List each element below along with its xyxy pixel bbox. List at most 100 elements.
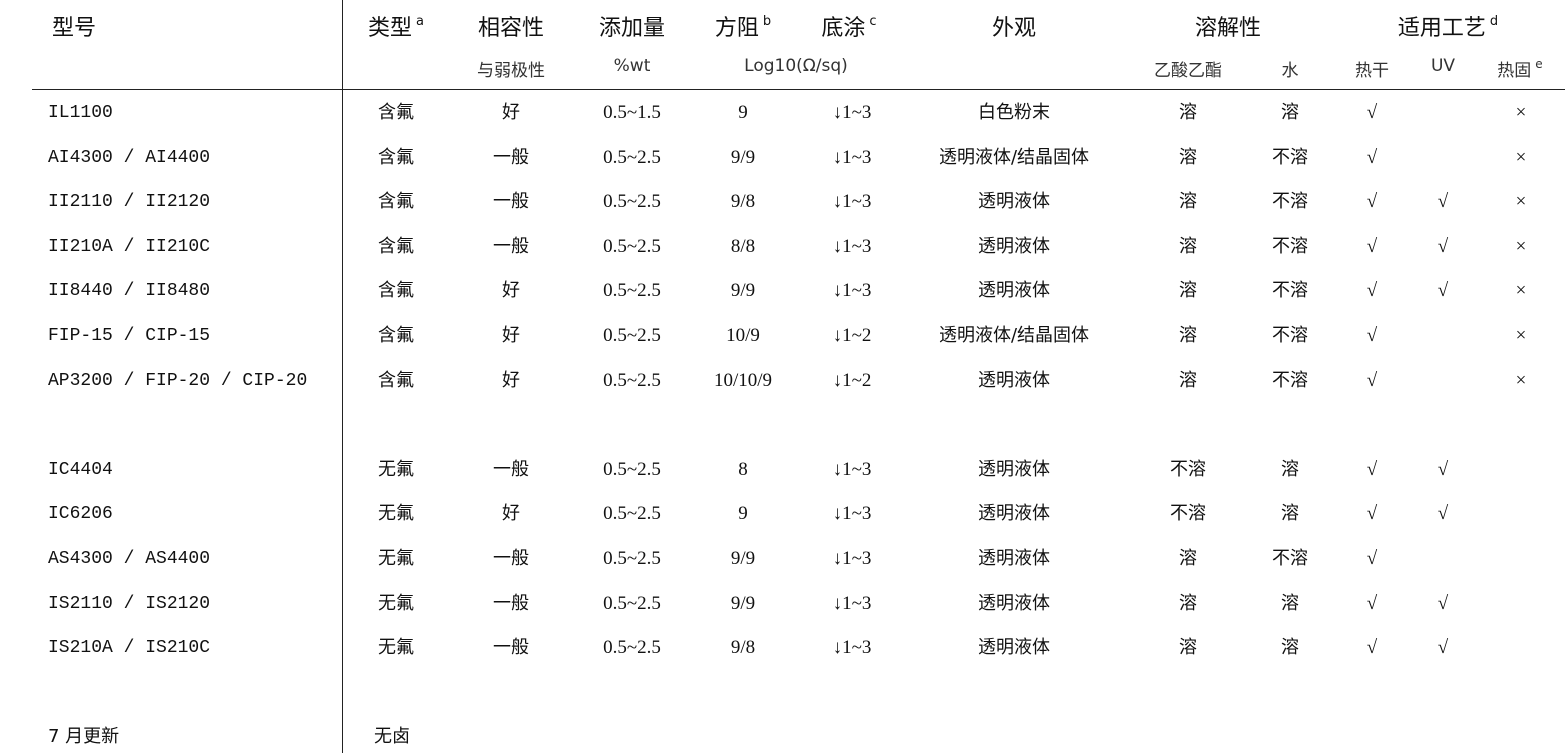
cell-base: ↓1~3 bbox=[832, 191, 872, 213]
cell-hotdry: √ bbox=[1366, 548, 1378, 569]
cell-type: 无氟 bbox=[378, 458, 414, 480]
cell-res: 9 bbox=[738, 503, 748, 525]
table-row: II2110 / II2120 含氟 一般 0.5~2.5 9/8 ↓1~3 透明液体 溶 不溶… bbox=[0, 187, 1565, 217]
cell-compat: 一般 bbox=[493, 592, 529, 614]
header-sol-ethyl: 乙酸乙酯 bbox=[1154, 61, 1222, 81]
cell-res: 8/8 bbox=[730, 235, 756, 257]
cell-model: IS2110 / IS2120 bbox=[48, 593, 211, 614]
cell-dosage: 0.5~2.5 bbox=[603, 369, 661, 391]
cell-water: 不溶 bbox=[1272, 191, 1308, 213]
cell-res: 10/10/9 bbox=[713, 369, 773, 391]
cell-dosage: 0.5~2.5 bbox=[603, 146, 661, 168]
cell-base: ↓1~2 bbox=[832, 325, 872, 346]
header-resistance-sub: Log10(Ω/sq) bbox=[744, 56, 848, 76]
cell-hotdry: √ bbox=[1366, 146, 1378, 168]
cell-appearance: 透明液体 bbox=[978, 369, 1050, 391]
cell-ethyl: 溶 bbox=[1179, 146, 1197, 168]
footnote-e: e bbox=[1535, 57, 1543, 71]
header-solubility: 溶解性 bbox=[1194, 16, 1262, 41]
header-type-label: 类型 bbox=[368, 16, 413, 41]
cell-type: 无氟 bbox=[378, 503, 414, 525]
cell-compat: 好 bbox=[502, 369, 520, 391]
table-row: IC6206 无氟 好 0.5~2.5 9 ↓1~3 透明液体 不溶 溶 √ √ bbox=[0, 499, 1565, 529]
cell-hotdry: √ bbox=[1366, 369, 1378, 391]
cell-hotcure: × bbox=[1515, 191, 1527, 213]
cell-type: 含氟 bbox=[378, 369, 414, 391]
cell-type: 无氟 bbox=[378, 637, 414, 659]
cell-model: IS210A / IS210C bbox=[48, 638, 211, 659]
cell-res: 9/9 bbox=[730, 548, 756, 569]
header-compat: 相容性 bbox=[477, 16, 545, 41]
cell-compat: 一般 bbox=[493, 548, 529, 569]
cell-model: FIP-15 / CIP-15 bbox=[48, 326, 211, 346]
cell-dosage: 0.5~2.5 bbox=[603, 325, 661, 346]
header-model: 型号 bbox=[51, 16, 97, 41]
cell-res: 9 bbox=[738, 102, 748, 123]
cell-uv: √ bbox=[1437, 280, 1449, 302]
header-type: 类型 a bbox=[368, 10, 424, 42]
header-process: 适用工艺 d bbox=[1398, 10, 1498, 42]
footnote-c: c bbox=[869, 14, 877, 29]
cell-appearance: 透明液体/结晶固体 bbox=[938, 146, 1090, 168]
cell-dosage: 0.5~2.5 bbox=[603, 592, 661, 614]
header-proc-hotcure-label: 热固 bbox=[1497, 61, 1532, 81]
header-dosage: 添加量 bbox=[598, 16, 666, 41]
table-row: AS4300 / AS4400 无氟 一般 0.5~2.5 9/9 ↓1~3 透明液体 溶 不溶… bbox=[0, 544, 1565, 574]
header-proc-uv: UV bbox=[1430, 56, 1456, 76]
cell-model: AP3200 / FIP-20 / CIP-20 bbox=[48, 370, 308, 391]
table-row: II210A / II210C 含氟 一般 0.5~2.5 8/8 ↓1~3 透明液体 溶 不溶… bbox=[0, 232, 1565, 262]
table-row: AP3200 / FIP-20 / CIP-20 含氟 好 0.5~2.5 10/10/… bbox=[0, 366, 1565, 396]
cell-uv: √ bbox=[1437, 503, 1449, 525]
cell-type: 无卤 bbox=[374, 726, 410, 748]
cell-ethyl: 溶 bbox=[1179, 548, 1197, 569]
cell-base: ↓1~3 bbox=[832, 503, 872, 525]
table-row: 7 月更新 无卤 bbox=[0, 722, 1565, 752]
cell-res: 9/8 bbox=[730, 191, 756, 213]
cell-dosage: 0.5~1.5 bbox=[603, 102, 661, 123]
cell-hotdry: √ bbox=[1366, 592, 1378, 614]
footnote-a: a bbox=[416, 14, 424, 29]
cell-type: 无氟 bbox=[378, 592, 414, 614]
cell-model: II210A / II210C bbox=[48, 236, 211, 257]
cell-model: IC4404 bbox=[48, 459, 113, 480]
cell-hotdry: √ bbox=[1366, 503, 1378, 525]
header-divider bbox=[32, 89, 1565, 90]
cell-ethyl: 不溶 bbox=[1170, 458, 1206, 480]
table-row: AI4300 / AI4400 含氟 一般 0.5~2.5 9/9 ↓1~3 透明液体/结晶… bbox=[0, 143, 1565, 173]
table-row: IS210A / IS210C 无氟 一般 0.5~2.5 9/8 ↓1~3 透明液体 溶 溶 √… bbox=[0, 633, 1565, 663]
cell-res: 9/9 bbox=[730, 146, 756, 168]
cell-water: 不溶 bbox=[1272, 369, 1308, 391]
cell-model: 7 月更新 bbox=[48, 726, 120, 748]
cell-type: 含氟 bbox=[378, 146, 414, 168]
cell-water: 不溶 bbox=[1272, 548, 1308, 569]
cell-base: ↓1~3 bbox=[832, 280, 872, 302]
cell-hotcure: × bbox=[1515, 102, 1527, 123]
header-sol-water: 水 bbox=[1281, 61, 1299, 81]
cell-type: 无氟 bbox=[378, 548, 414, 569]
cell-compat: 好 bbox=[502, 102, 520, 123]
cell-hotdry: √ bbox=[1366, 325, 1378, 346]
cell-dosage: 0.5~2.5 bbox=[603, 235, 661, 257]
cell-compat: 好 bbox=[502, 280, 520, 302]
cell-res: 9/9 bbox=[730, 592, 756, 614]
cell-ethyl: 溶 bbox=[1179, 191, 1197, 213]
cell-hotdry: √ bbox=[1366, 102, 1378, 123]
header-base-label: 底涂 bbox=[821, 16, 866, 41]
cell-uv: √ bbox=[1437, 235, 1449, 257]
cell-compat: 好 bbox=[502, 325, 520, 346]
cell-model: AI4300 / AI4400 bbox=[48, 147, 211, 168]
column-divider bbox=[342, 0, 343, 753]
header-appearance: 外观 bbox=[991, 16, 1037, 41]
cell-appearance: 透明液体 bbox=[978, 191, 1050, 213]
cell-uv: √ bbox=[1437, 191, 1449, 213]
cell-water: 不溶 bbox=[1272, 146, 1308, 168]
cell-type: 含氟 bbox=[378, 191, 414, 213]
cell-water: 溶 bbox=[1281, 102, 1299, 123]
cell-appearance: 白色粉末 bbox=[978, 102, 1050, 123]
cell-appearance: 透明液体/结晶固体 bbox=[938, 325, 1090, 346]
cell-dosage: 0.5~2.5 bbox=[603, 503, 661, 525]
cell-model: IL1100 bbox=[48, 103, 113, 123]
cell-compat: 一般 bbox=[493, 637, 529, 659]
cell-type: 含氟 bbox=[378, 235, 414, 257]
footnote-b: b bbox=[762, 14, 772, 29]
